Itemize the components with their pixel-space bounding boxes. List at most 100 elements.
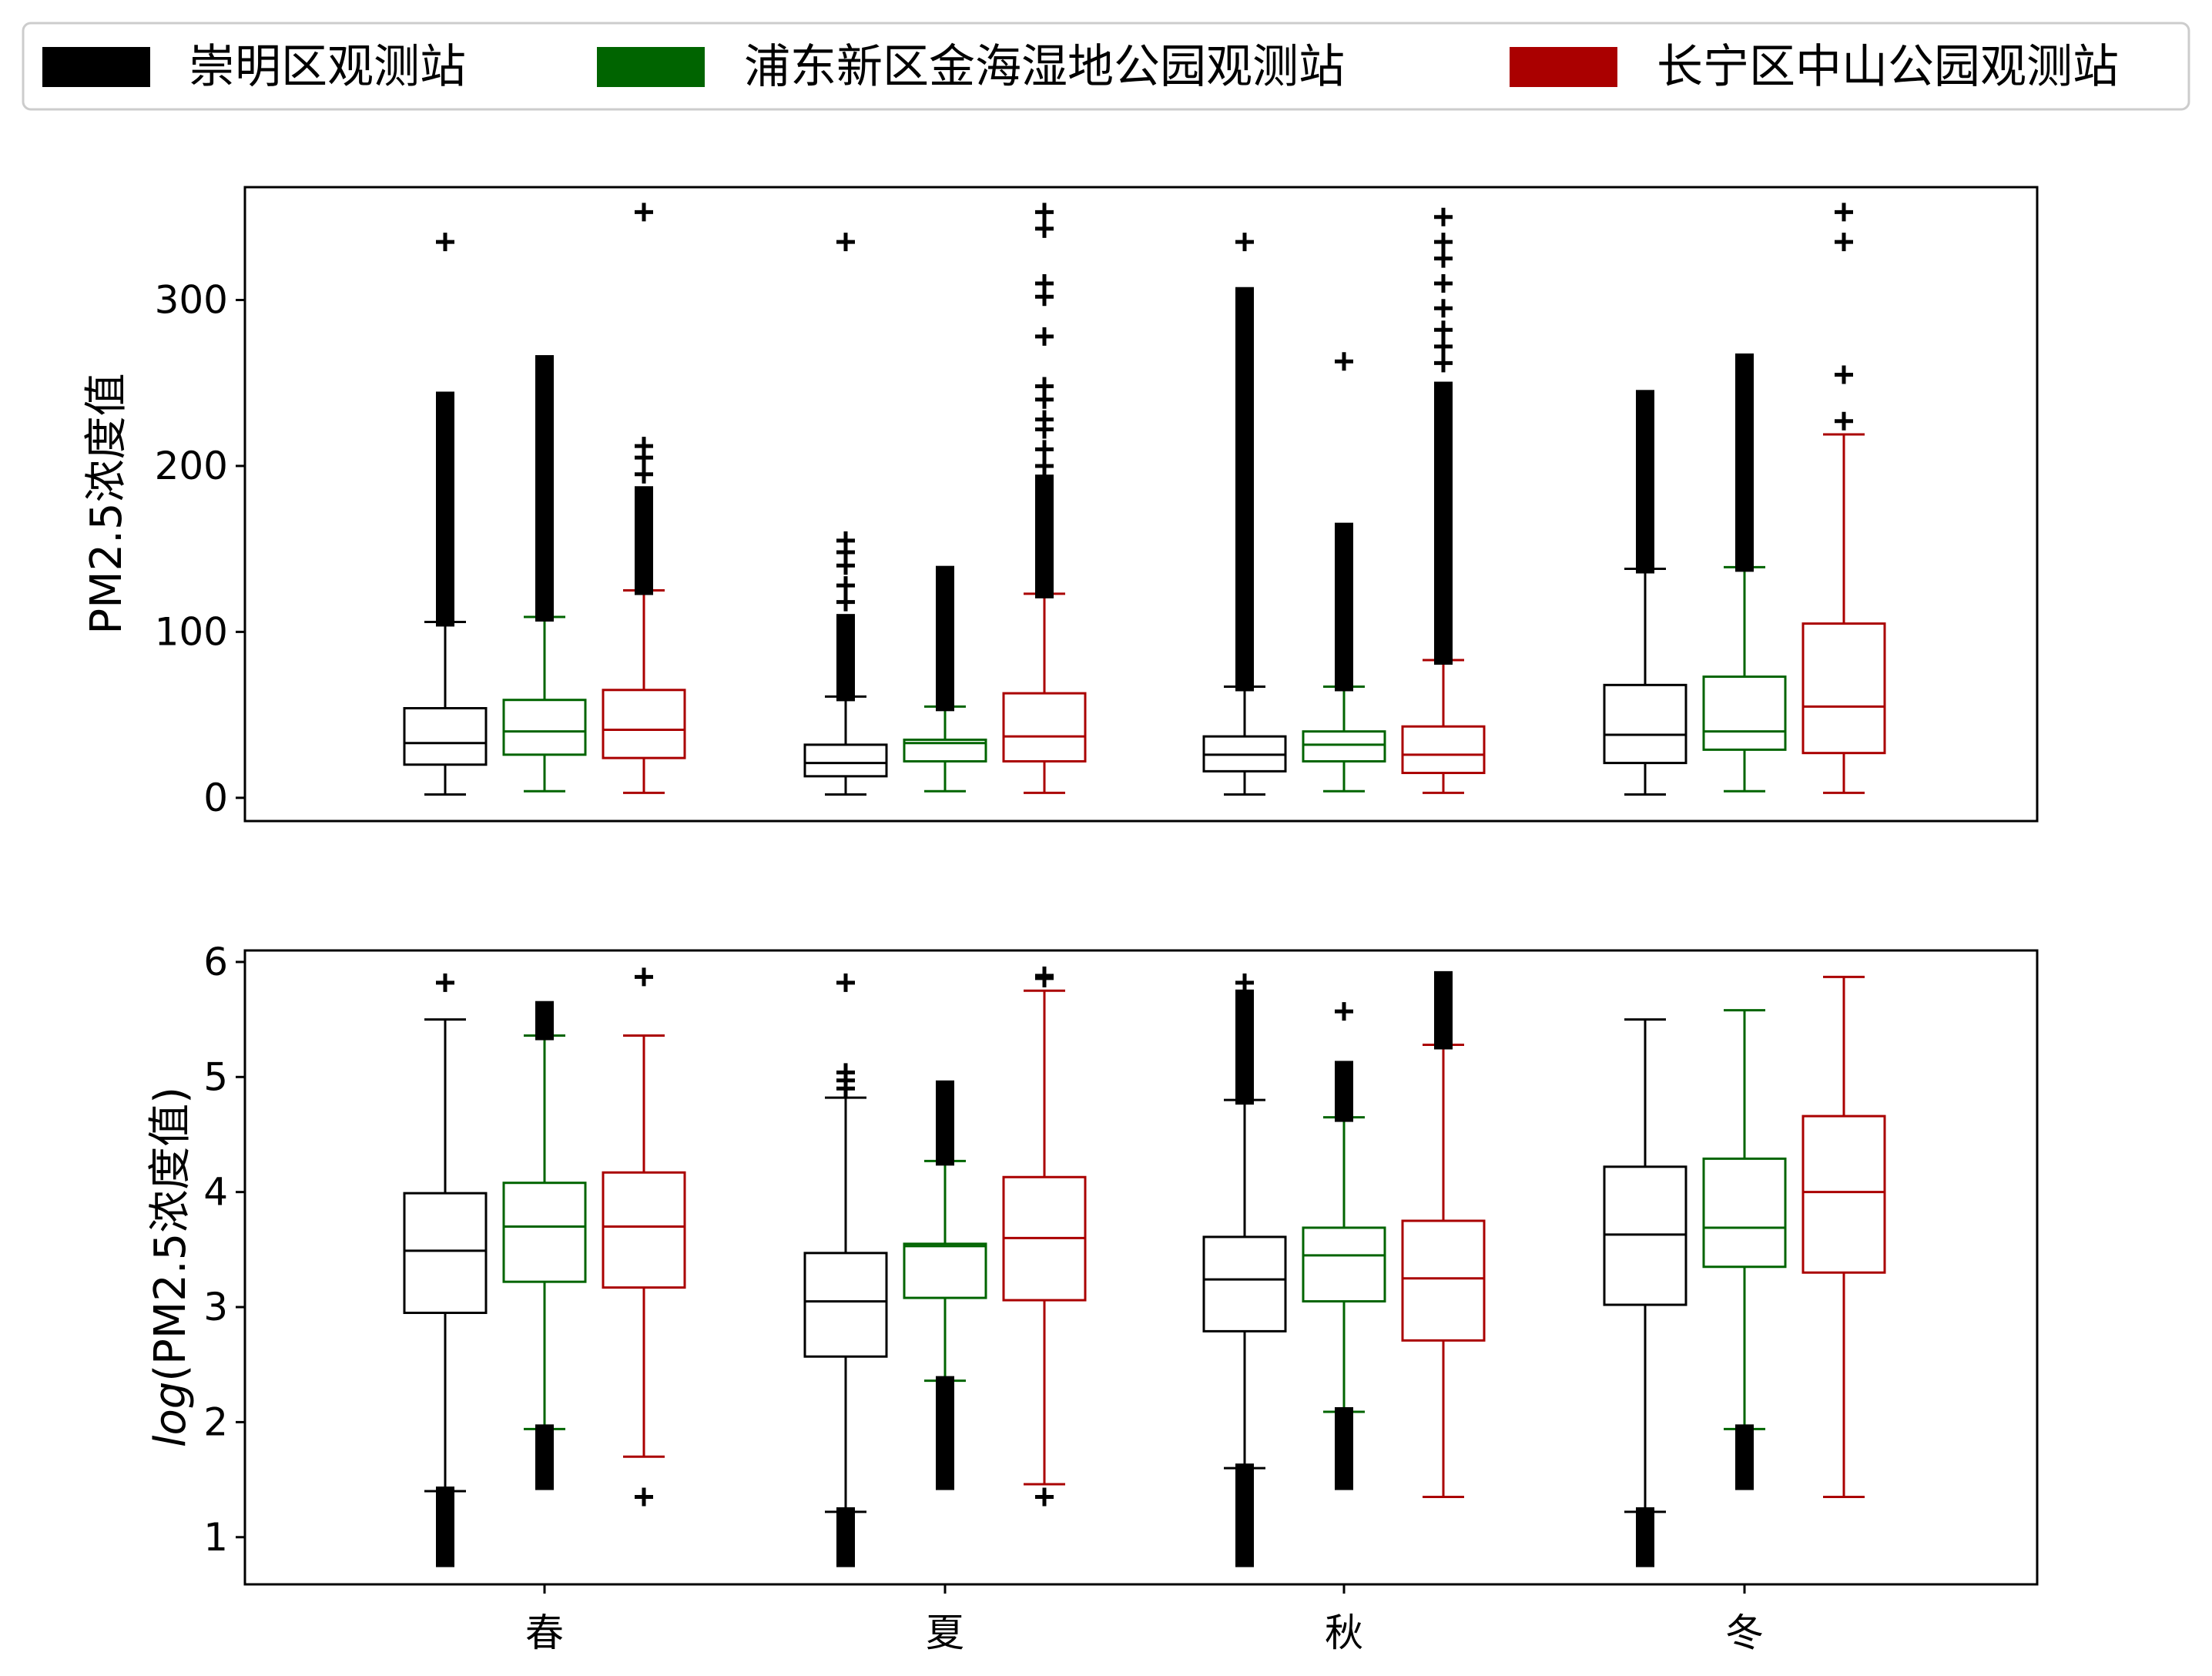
- legend-swatch-changning: [1510, 47, 1617, 87]
- outlier-cluster: [936, 1080, 954, 1166]
- outlier-marker: [836, 592, 855, 612]
- outlier-cluster: [836, 614, 855, 702]
- outlier-marker: [1835, 365, 1853, 384]
- box-group: [903, 565, 987, 793]
- outlier-cluster: [1434, 970, 1453, 1050]
- outlier-marker: [836, 576, 855, 595]
- y-axis-title: log(PM2.5浓度值): [146, 1087, 196, 1447]
- box-iqr: [602, 1171, 686, 1289]
- outlier-marker: [836, 973, 855, 992]
- outlier-marker: [1035, 1487, 1054, 1507]
- outlier-cluster: [535, 355, 554, 622]
- box-iqr: [1302, 730, 1386, 763]
- outlier-cluster: [436, 1487, 454, 1567]
- outlier-marker: [1434, 354, 1453, 373]
- plot-frame: [243, 949, 2039, 1586]
- outlier-marker: [635, 967, 653, 987]
- outlier-marker: [1235, 233, 1254, 252]
- box-group: [1801, 203, 1886, 794]
- outlier-marker: [635, 1487, 653, 1507]
- outlier-marker: [1035, 377, 1054, 396]
- box-iqr: [502, 1182, 587, 1283]
- outlier-marker: [1434, 320, 1453, 340]
- outlier-marker: [1035, 203, 1054, 222]
- y-tick-label: 2: [203, 1399, 228, 1444]
- outlier-marker: [1434, 249, 1453, 268]
- y-tick-label: 1: [203, 1515, 228, 1560]
- y-tick-label: 0: [203, 776, 228, 820]
- y-tick-label: 3: [203, 1285, 228, 1329]
- outlier-cluster: [1235, 1463, 1254, 1567]
- y-tick-label: 5: [203, 1054, 228, 1099]
- outlier-cluster: [436, 391, 454, 627]
- box-iqr: [1302, 1226, 1386, 1303]
- box-iqr: [1202, 1235, 1287, 1332]
- outlier-marker: [1835, 233, 1853, 252]
- box-group: [903, 1080, 987, 1490]
- outlier-cluster: [1735, 1424, 1754, 1490]
- outlier-cluster: [1335, 1406, 1353, 1490]
- outlier-marker: [635, 464, 653, 484]
- box-iqr: [1801, 622, 1886, 755]
- box-group: [1202, 233, 1287, 796]
- outlier-marker: [1235, 973, 1254, 992]
- box-iqr: [1702, 1157, 1787, 1269]
- y-axis-title: PM2.5浓度值: [82, 373, 132, 634]
- box-group: [1401, 207, 1486, 794]
- outlier-marker: [1035, 456, 1054, 475]
- log-pm25-panel: 1 2 3 4 5 6 春 夏 秋 冬 log(PM2.5浓度值): [146, 940, 2039, 1655]
- box-group: [403, 973, 488, 1567]
- outlier-cluster: [1636, 390, 1654, 574]
- outlier-cluster: [936, 1376, 954, 1490]
- outlier-cluster: [535, 1001, 554, 1041]
- legend-label-chongming: 崇明区观测站: [189, 40, 466, 94]
- outlier-marker: [1035, 410, 1054, 429]
- y-axis-title-text: PM2.5浓度值: [82, 373, 132, 634]
- box-group: [1002, 203, 1087, 794]
- box-group: [1801, 975, 1886, 1498]
- box-group: [1302, 352, 1386, 793]
- box-iqr: [403, 1192, 488, 1314]
- x-tick-label: 冬: [1725, 1611, 1764, 1655]
- x-tick-label: 春: [525, 1611, 564, 1655]
- legend-frame: [22, 22, 2190, 111]
- box-iqr: [1401, 1219, 1486, 1342]
- box-iqr: [1002, 692, 1087, 763]
- outlier-cluster: [1636, 1507, 1654, 1567]
- outlier-marker: [836, 531, 855, 550]
- outlier-marker: [1035, 273, 1054, 293]
- box-group: [1702, 1009, 1787, 1490]
- box-iqr: [602, 689, 686, 759]
- outlier-marker: [635, 437, 653, 456]
- box-iqr: [1401, 725, 1486, 775]
- y-axis-title-italic: log: [146, 1382, 196, 1447]
- box-group: [602, 967, 686, 1507]
- outlier-cluster: [1335, 1061, 1353, 1122]
- box-group: [1401, 970, 1486, 1498]
- box-iqr: [403, 706, 488, 766]
- box-iqr: [1603, 683, 1687, 765]
- box-iqr: [903, 1242, 987, 1299]
- outlier-cluster: [1735, 353, 1754, 572]
- y-tick-label: 200: [155, 444, 228, 488]
- legend-label-pudong: 浦东新区金海湿地公园观测站: [744, 40, 1345, 94]
- outlier-cluster: [1035, 474, 1054, 598]
- outlier-cluster: [635, 486, 653, 595]
- outlier-marker: [1434, 233, 1453, 252]
- outlier-cluster: [1335, 522, 1353, 692]
- box-group: [803, 973, 888, 1567]
- box-iqr: [903, 738, 987, 763]
- box-iqr: [1702, 675, 1787, 751]
- box-group: [1702, 353, 1787, 793]
- y-axis: 1 2 3 4 5 6: [203, 940, 245, 1560]
- y-axis: 0 100 200 300: [155, 278, 245, 820]
- box-group: [403, 233, 488, 796]
- box-iqr: [1801, 1115, 1886, 1274]
- box-group: [803, 233, 888, 796]
- box-group: [1202, 973, 1287, 1567]
- box-group: [602, 203, 686, 794]
- outlier-cluster: [936, 565, 954, 712]
- outlier-marker: [1434, 207, 1453, 226]
- outlier-marker: [1035, 327, 1054, 346]
